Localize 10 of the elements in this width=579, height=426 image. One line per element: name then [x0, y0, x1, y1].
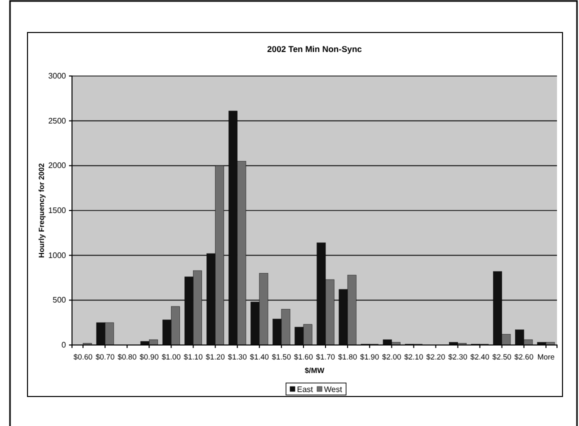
- chart-title: 2002 Ten Min Non-Sync: [267, 44, 362, 54]
- y-tick-label: 1000: [48, 250, 67, 260]
- y-tick-label: 500: [52, 296, 67, 305]
- y-tick-label: 2000: [48, 161, 67, 170]
- y-tick-label: 3000: [48, 72, 67, 81]
- legend-label: West: [324, 385, 343, 394]
- legend-label: East: [297, 385, 314, 394]
- y-tick-label: 0: [62, 340, 67, 350]
- y-tick-label: 2500: [48, 116, 67, 126]
- y-tick-label: 1500: [48, 206, 67, 216]
